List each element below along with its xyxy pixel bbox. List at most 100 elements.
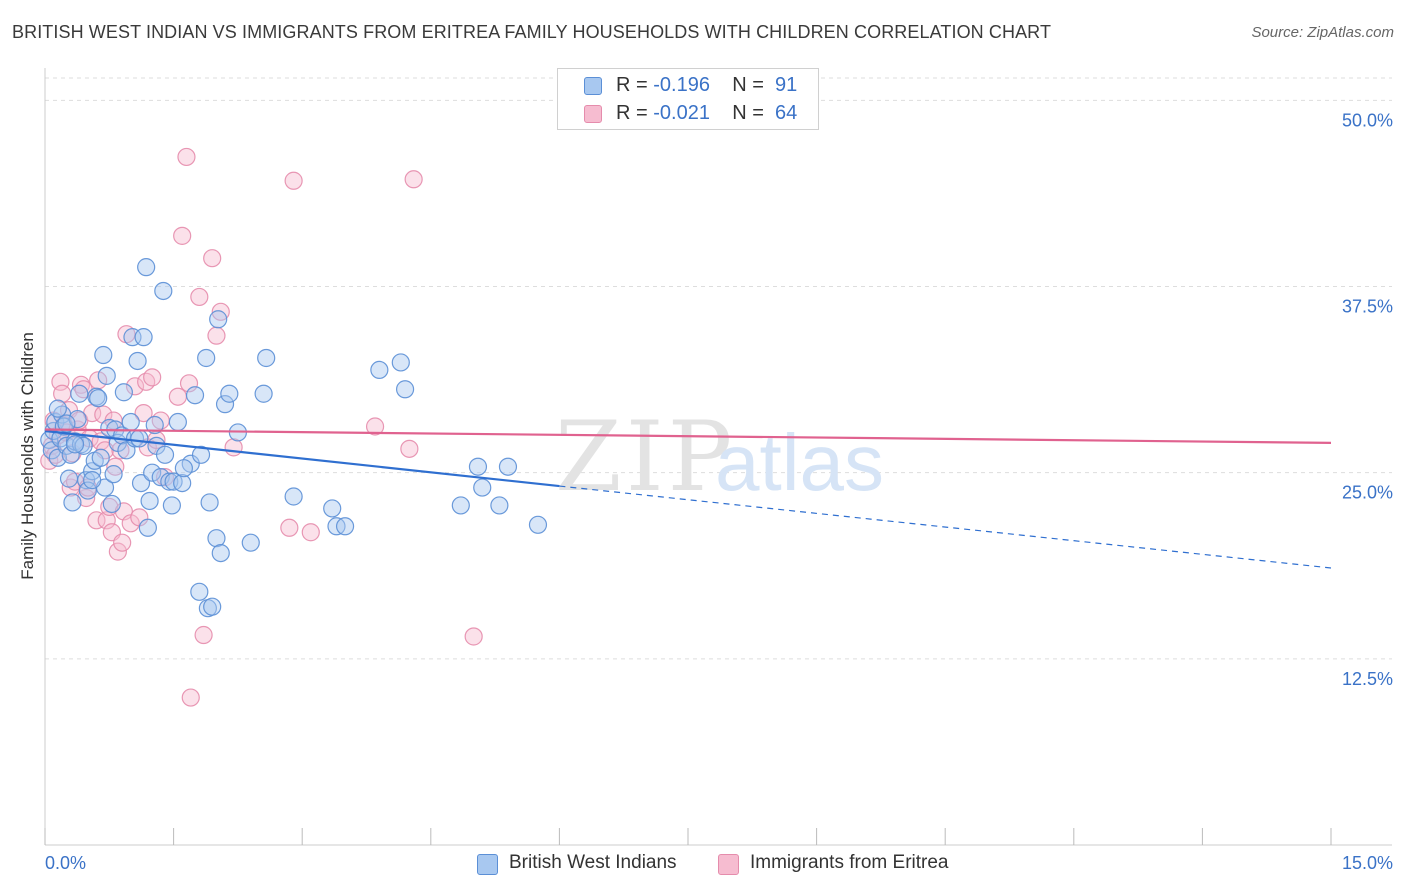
- y-tick-label: 50.0%: [1342, 110, 1393, 130]
- data-point: [125, 377, 145, 396]
- chart-title: BRITISH WEST INDIAN VS IMMIGRANTS FROM E…: [12, 22, 1052, 42]
- data-point: [181, 688, 200, 707]
- data-point: [498, 457, 518, 476]
- data-point: [138, 518, 157, 537]
- data-point: [400, 439, 419, 458]
- trend-line-bwi-extrapolated: [559, 485, 1332, 569]
- data-point: [203, 249, 222, 268]
- data-point: [241, 533, 260, 552]
- data-point: [194, 625, 213, 645]
- legend-label: Immigrants from Eritrea: [750, 852, 949, 873]
- series-legend: British West Indians Immigrants from Eri…: [0, 852, 1406, 878]
- data-point: [209, 310, 228, 329]
- data-point: [63, 493, 82, 512]
- data-point: [215, 395, 235, 414]
- data-point: [113, 533, 132, 552]
- data-point: [404, 170, 423, 189]
- trend-line-bwi: [44, 429, 560, 488]
- tick-labels: 12.5% 25.0% 37.5% 50.0% 0.0% 15.0%: [45, 110, 1393, 873]
- data-point: [490, 496, 509, 515]
- data-point: [211, 302, 230, 321]
- n-label: N =: [732, 74, 764, 96]
- watermark: ZIP atlas: [555, 401, 884, 513]
- data-point: [59, 469, 79, 488]
- data-point: [134, 403, 153, 423]
- data-point: [154, 281, 173, 301]
- data-point: [94, 405, 113, 424]
- legend-label: British West Indians: [509, 852, 677, 873]
- trend-line-eritrea: [44, 428, 1332, 444]
- n-value: 64: [775, 102, 798, 124]
- data-point: [207, 529, 226, 548]
- data-point: [104, 465, 123, 484]
- data-point: [468, 457, 488, 476]
- watermark-atlas: atlas: [715, 418, 884, 507]
- data-point: [57, 414, 76, 433]
- data-point: [78, 481, 97, 500]
- y-tick-label: 25.0%: [1342, 483, 1393, 503]
- eritrea-swatch: [718, 854, 739, 875]
- data-point: [203, 597, 222, 616]
- stats-row-bwi: R = -0.196 N = 91: [558, 72, 818, 100]
- data-point: [395, 380, 415, 399]
- data-point: [131, 473, 151, 493]
- data-point: [391, 353, 410, 372]
- data-point: [190, 287, 209, 307]
- data-point: [130, 429, 149, 448]
- data-point: [65, 435, 85, 454]
- data-point: [155, 445, 175, 464]
- source-label: Source: ZipAtlas.com: [1251, 24, 1394, 41]
- y-tick-label: 37.5%: [1342, 297, 1393, 317]
- data-point: [451, 496, 470, 515]
- data-point: [140, 491, 159, 511]
- data-point: [174, 459, 193, 478]
- data-point: [365, 417, 385, 436]
- data-point: [207, 326, 226, 345]
- data-point: [91, 448, 110, 467]
- x-tick-label: 15.0%: [1342, 853, 1393, 873]
- data-point: [143, 368, 162, 387]
- data-point: [211, 543, 230, 563]
- data-point: [94, 345, 113, 365]
- grid-layer: [45, 77, 1392, 660]
- data-point: [177, 147, 196, 167]
- data-point: [323, 499, 342, 518]
- data-point: [108, 542, 127, 561]
- data-point: [254, 384, 273, 403]
- data-point: [48, 399, 67, 418]
- data-point: [284, 171, 303, 190]
- data-point: [97, 366, 116, 385]
- x-tick-label: 0.0%: [45, 853, 86, 873]
- bwi-swatch: [584, 77, 602, 95]
- data-point: [121, 412, 140, 432]
- data-point: [97, 511, 116, 530]
- n-label: N =: [732, 102, 764, 124]
- data-point: [87, 511, 106, 530]
- r-label: R =: [616, 102, 648, 124]
- data-point: [473, 478, 492, 497]
- data-point: [106, 457, 125, 476]
- data-point: [200, 493, 219, 512]
- data-point: [83, 471, 102, 490]
- y-axis-label: Family Households with Children: [18, 332, 37, 580]
- data-point: [280, 518, 299, 537]
- data-point: [464, 627, 483, 646]
- data-point: [220, 384, 239, 403]
- data-point: [335, 517, 355, 536]
- data-point: [190, 582, 209, 601]
- data-point: [173, 226, 192, 245]
- r-label: R =: [616, 74, 648, 96]
- n-value: 91: [775, 74, 798, 96]
- data-point: [284, 487, 303, 506]
- eritrea-swatch: [584, 105, 602, 123]
- axes: [44, 68, 1392, 846]
- r-value: -0.196: [653, 74, 710, 96]
- data-point: [89, 389, 108, 408]
- stats-row-eritrea: R = -0.021 N = 64: [558, 100, 818, 128]
- data-point: [111, 441, 130, 460]
- data-point: [301, 523, 320, 542]
- data-point: [68, 409, 87, 429]
- data-point: [185, 386, 205, 405]
- data-point: [128, 351, 147, 371]
